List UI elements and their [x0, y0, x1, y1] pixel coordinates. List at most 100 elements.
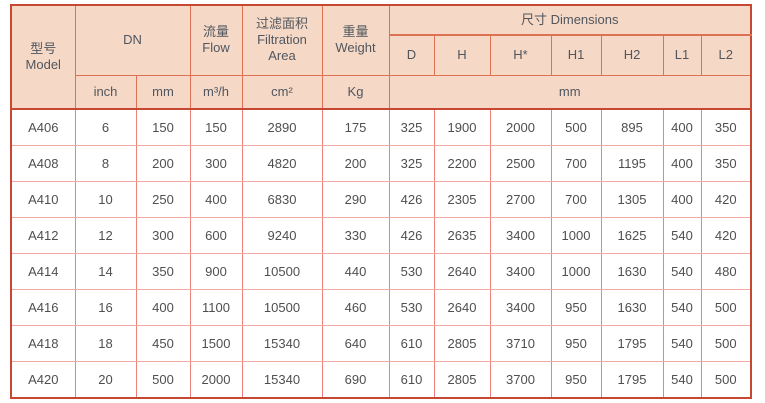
- value-cell: 250: [135, 181, 191, 218]
- value-cell: 300: [135, 217, 191, 254]
- value-cell: 420: [700, 181, 752, 218]
- table-row: A410 10 250 400 6830 290 426 2305 2700 700 1305 400…: [10, 181, 752, 218]
- value-cell: 4820: [241, 145, 323, 182]
- value-cell: 6830: [241, 181, 323, 218]
- model-cell: A412: [10, 217, 76, 254]
- value-cell: 12: [74, 217, 137, 254]
- value-cell: 2635: [433, 217, 491, 254]
- value-cell: 900: [189, 253, 243, 290]
- header-weight: 重量 Weight: [321, 4, 390, 76]
- value-cell: 600: [189, 217, 243, 254]
- value-cell: 3400: [489, 253, 552, 290]
- header-flow-zh: 流量: [202, 24, 229, 39]
- value-cell: 500: [550, 108, 602, 146]
- value-cell: 1195: [600, 145, 664, 182]
- value-cell: 18: [74, 325, 137, 362]
- header-model-en: Model: [25, 57, 61, 72]
- value-cell: 10500: [241, 253, 323, 290]
- value-cell: 3700: [489, 361, 552, 399]
- model-cell: A418: [10, 325, 76, 362]
- value-cell: 2000: [489, 108, 552, 146]
- value-cell: 2805: [433, 325, 491, 362]
- value-cell: 3400: [489, 289, 552, 326]
- model-cell: A416: [10, 289, 76, 326]
- value-cell: 2890: [241, 108, 323, 146]
- header-dim-d: D: [388, 34, 435, 76]
- value-cell: 950: [550, 325, 602, 362]
- table-row: A418 18 450 1500 15340 640 610 2805 3710 950 1795 5…: [10, 325, 752, 362]
- unit-weight: Kg: [321, 74, 390, 110]
- header-model-zh: 型号: [30, 40, 57, 56]
- value-cell: 540: [662, 325, 702, 362]
- value-cell: 950: [550, 361, 602, 399]
- value-cell: 2200: [433, 145, 491, 182]
- table-row: A408 8 200 300 4820 200 325 2200 2500 700 1195 400 3…: [10, 145, 752, 182]
- header-dim-l2: L2: [700, 34, 752, 76]
- value-cell: 530: [388, 253, 435, 290]
- value-cell: 8: [74, 145, 137, 182]
- value-cell: 15340: [241, 361, 323, 399]
- header-dim-l1: L1: [662, 34, 702, 76]
- model-cell: A414: [10, 253, 76, 290]
- table-row: A416 16 400 1100 10500 460 530 2640 3400 950 1630 5…: [10, 289, 752, 326]
- table-row: A420 20 500 2000 15340 690 610 2805 3700 950 1795 5…: [10, 361, 752, 399]
- value-cell: 325: [388, 145, 435, 182]
- value-cell: 500: [700, 361, 752, 399]
- unit-dn-inch: inch: [74, 74, 137, 110]
- header-model: 型号 Model: [10, 4, 76, 110]
- table-row: A406 6 150 150 2890 175 325 1900 2000 500 895 400 35…: [10, 108, 752, 146]
- value-cell: 200: [321, 145, 390, 182]
- value-cell: 500: [700, 325, 752, 362]
- value-cell: 15340: [241, 325, 323, 362]
- value-cell: 426: [388, 181, 435, 218]
- unit-flow: m³/h: [189, 74, 243, 110]
- value-cell: 14: [74, 253, 137, 290]
- value-cell: 400: [662, 108, 702, 146]
- header-dim-h1: H1: [550, 34, 602, 76]
- header-row-2: D H H* H1 H2 L1 L2: [11, 34, 752, 76]
- value-cell: 690: [321, 361, 390, 399]
- value-cell: 1100: [189, 289, 243, 326]
- value-cell: 610: [388, 361, 435, 399]
- value-cell: 426: [388, 217, 435, 254]
- value-cell: 350: [700, 108, 752, 146]
- value-cell: 460: [321, 289, 390, 326]
- header-dim-h-star: H*: [489, 34, 552, 76]
- value-cell: 700: [550, 145, 602, 182]
- value-cell: 480: [700, 253, 752, 290]
- value-cell: 2805: [433, 361, 491, 399]
- value-cell: 2700: [489, 181, 552, 218]
- value-cell: 2305: [433, 181, 491, 218]
- unit-dn-mm: mm: [135, 74, 191, 110]
- value-cell: 150: [135, 108, 191, 146]
- value-cell: 530: [388, 289, 435, 326]
- value-cell: 440: [321, 253, 390, 290]
- value-cell: 6: [74, 108, 137, 146]
- value-cell: 400: [662, 181, 702, 218]
- value-cell: 500: [700, 289, 752, 326]
- header-flow-en: Flow: [202, 40, 230, 56]
- spec-table: 型号 Model DN 流量 Flow 过滤面积 Filtration Area…: [10, 4, 752, 399]
- header-filtration-area: 过滤面积 Filtration Area: [241, 4, 323, 76]
- value-cell: 400: [135, 289, 191, 326]
- value-cell: 540: [662, 217, 702, 254]
- value-cell: 1500: [189, 325, 243, 362]
- value-cell: 540: [662, 361, 702, 399]
- value-cell: 2500: [489, 145, 552, 182]
- value-cell: 9240: [241, 217, 323, 254]
- value-cell: 330: [321, 217, 390, 254]
- value-cell: 1900: [433, 108, 491, 146]
- header-dim-h: H: [433, 34, 491, 76]
- value-cell: 300: [189, 145, 243, 182]
- value-cell: 420: [700, 217, 752, 254]
- value-cell: 175: [321, 108, 390, 146]
- value-cell: 540: [662, 253, 702, 290]
- value-cell: 20: [74, 361, 137, 399]
- unit-dimensions: mm: [388, 74, 752, 110]
- header-weight-en: Weight: [335, 40, 376, 56]
- value-cell: 3710: [489, 325, 552, 362]
- value-cell: 895: [600, 108, 664, 146]
- table-body: A406 6 150 150 2890 175 325 1900 2000 500 895 400 35…: [10, 108, 752, 399]
- table-row: A414 14 350 900 10500 440 530 2640 3400 1000 1630 5…: [10, 253, 752, 290]
